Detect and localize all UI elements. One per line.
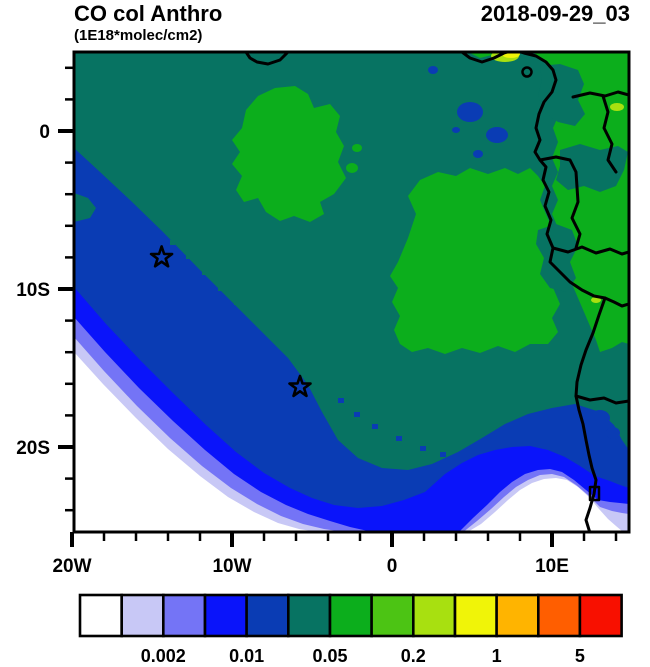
colorbar-cell-white — [78, 593, 124, 638]
colorbar-cell-lavender — [120, 593, 165, 638]
green-patch-land-northeast — [468, 52, 629, 352]
teal-patch-land — [538, 64, 585, 126]
band-0.02-0.05-background — [74, 52, 629, 470]
teal-patch-land — [536, 224, 578, 292]
x-tick-label: 20W — [52, 556, 91, 577]
colorbar-cell-yellow-green — [411, 593, 457, 638]
station-markers — [149, 245, 312, 398]
x-tick-label: 0 — [387, 556, 398, 577]
colorbar-tick-label: 0.002 — [141, 646, 186, 666]
units-subtitle: (1E18*molec/cm2) — [74, 27, 202, 44]
cobalt-spot — [452, 127, 460, 133]
colorbar: 0.002 0.01 0.05 0.2 1 5 — [78, 593, 623, 666]
y-tick-label: 10S — [16, 280, 50, 301]
colorbar-cell-cobalt — [245, 593, 290, 638]
africa-west-coastline — [460, 52, 607, 532]
country-border — [574, 394, 629, 405]
yellow-green-spot — [591, 297, 601, 303]
open-star-marker — [149, 245, 174, 268]
country-border — [538, 155, 582, 250]
colorbar-cell-orange — [495, 593, 540, 638]
colorbar-cell-light-green — [370, 593, 415, 638]
y-tick-label: 20S — [16, 438, 50, 459]
x-tick-label: 10W — [212, 556, 251, 577]
colorbar-tick-label: 0.05 — [312, 646, 347, 666]
timestamp-label: 2018-09-29_03 — [481, 1, 630, 26]
green-patch-small — [346, 163, 358, 173]
coastline-borders — [244, 52, 629, 532]
contour-field — [74, 52, 629, 532]
open-star-marker — [288, 374, 312, 398]
country-border — [551, 245, 629, 256]
cobalt-spot-inland — [606, 427, 620, 439]
x-tick-label: 10E — [535, 556, 569, 577]
country-border — [603, 296, 629, 308]
colorbar-cell-yellow — [453, 593, 499, 638]
yellow-green-spot — [610, 103, 624, 111]
y-tick-label: 0 — [39, 122, 50, 143]
colorbar-tick-label: 0.01 — [229, 646, 264, 666]
colorbar-tick-label: 5 — [575, 646, 585, 666]
coastline-gulf-dip — [244, 52, 289, 66]
colorbar-cell-red — [578, 593, 623, 638]
country-border — [571, 90, 629, 99]
cobalt-spot — [486, 127, 508, 143]
colorbar-cell-blue — [203, 593, 249, 638]
green-patch-small — [352, 144, 362, 152]
green-patch-central — [232, 86, 346, 222]
cobalt-spot — [457, 102, 483, 122]
map-frame — [72, 50, 631, 534]
border-box — [588, 485, 601, 502]
cobalt-spot — [428, 66, 438, 74]
island-outline — [521, 66, 533, 78]
x-axis-ticks: 20W 10W 0 10E — [52, 532, 618, 577]
y-axis-ticks: 0 10S 20S — [16, 66, 74, 512]
cobalt-spot — [473, 150, 483, 158]
colorbar-cell-green — [328, 593, 374, 638]
colorbar-cell-teal — [286, 593, 332, 638]
country-border — [601, 94, 618, 174]
colorbar-cell-dark-orange — [536, 593, 582, 638]
green-patch-east-ocean — [390, 168, 560, 354]
colorbar-cell-periwinkle — [162, 593, 207, 638]
colorbar-tick-label: 0.2 — [401, 646, 426, 666]
page-title: CO col Anthro — [74, 1, 222, 26]
teal-notch — [74, 193, 96, 222]
cobalt-spot-inland — [590, 410, 610, 426]
dither-speckles — [170, 240, 446, 457]
colorbar-tick-label: 1 — [492, 646, 502, 666]
